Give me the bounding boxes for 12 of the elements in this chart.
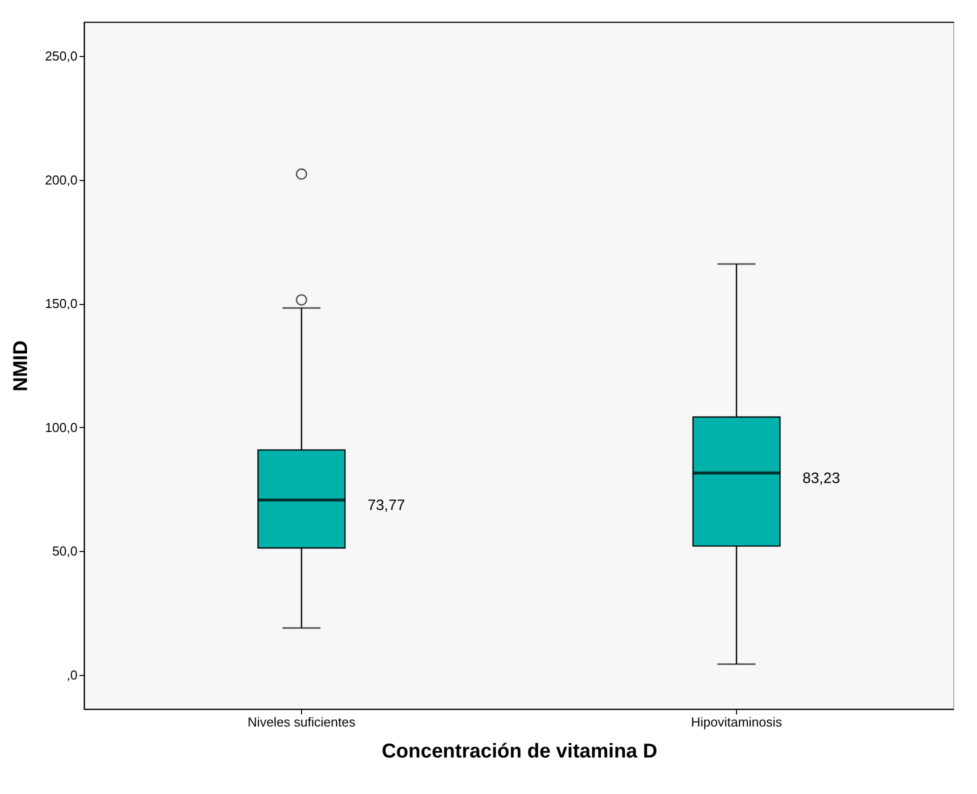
- y-tick-label: 50,0: [52, 544, 78, 559]
- annotation: 73,77: [368, 496, 406, 514]
- y-tick-label: ,0: [66, 668, 78, 683]
- x-axis-title: Concentración de vitamina D: [382, 740, 658, 762]
- y-axis-title: NMID: [10, 340, 32, 392]
- y-tick-label: 150,0: [44, 296, 78, 312]
- x-tick-label: Niveles suficientes: [248, 714, 356, 730]
- x-tick-label: Hipovitaminosis: [690, 714, 783, 730]
- y-tick-label: 200,0: [44, 172, 78, 188]
- y-tick-label: 250,0: [44, 48, 78, 64]
- y-tick-label: 100,0: [44, 420, 78, 435]
- annotation: 83,23: [802, 470, 840, 487]
